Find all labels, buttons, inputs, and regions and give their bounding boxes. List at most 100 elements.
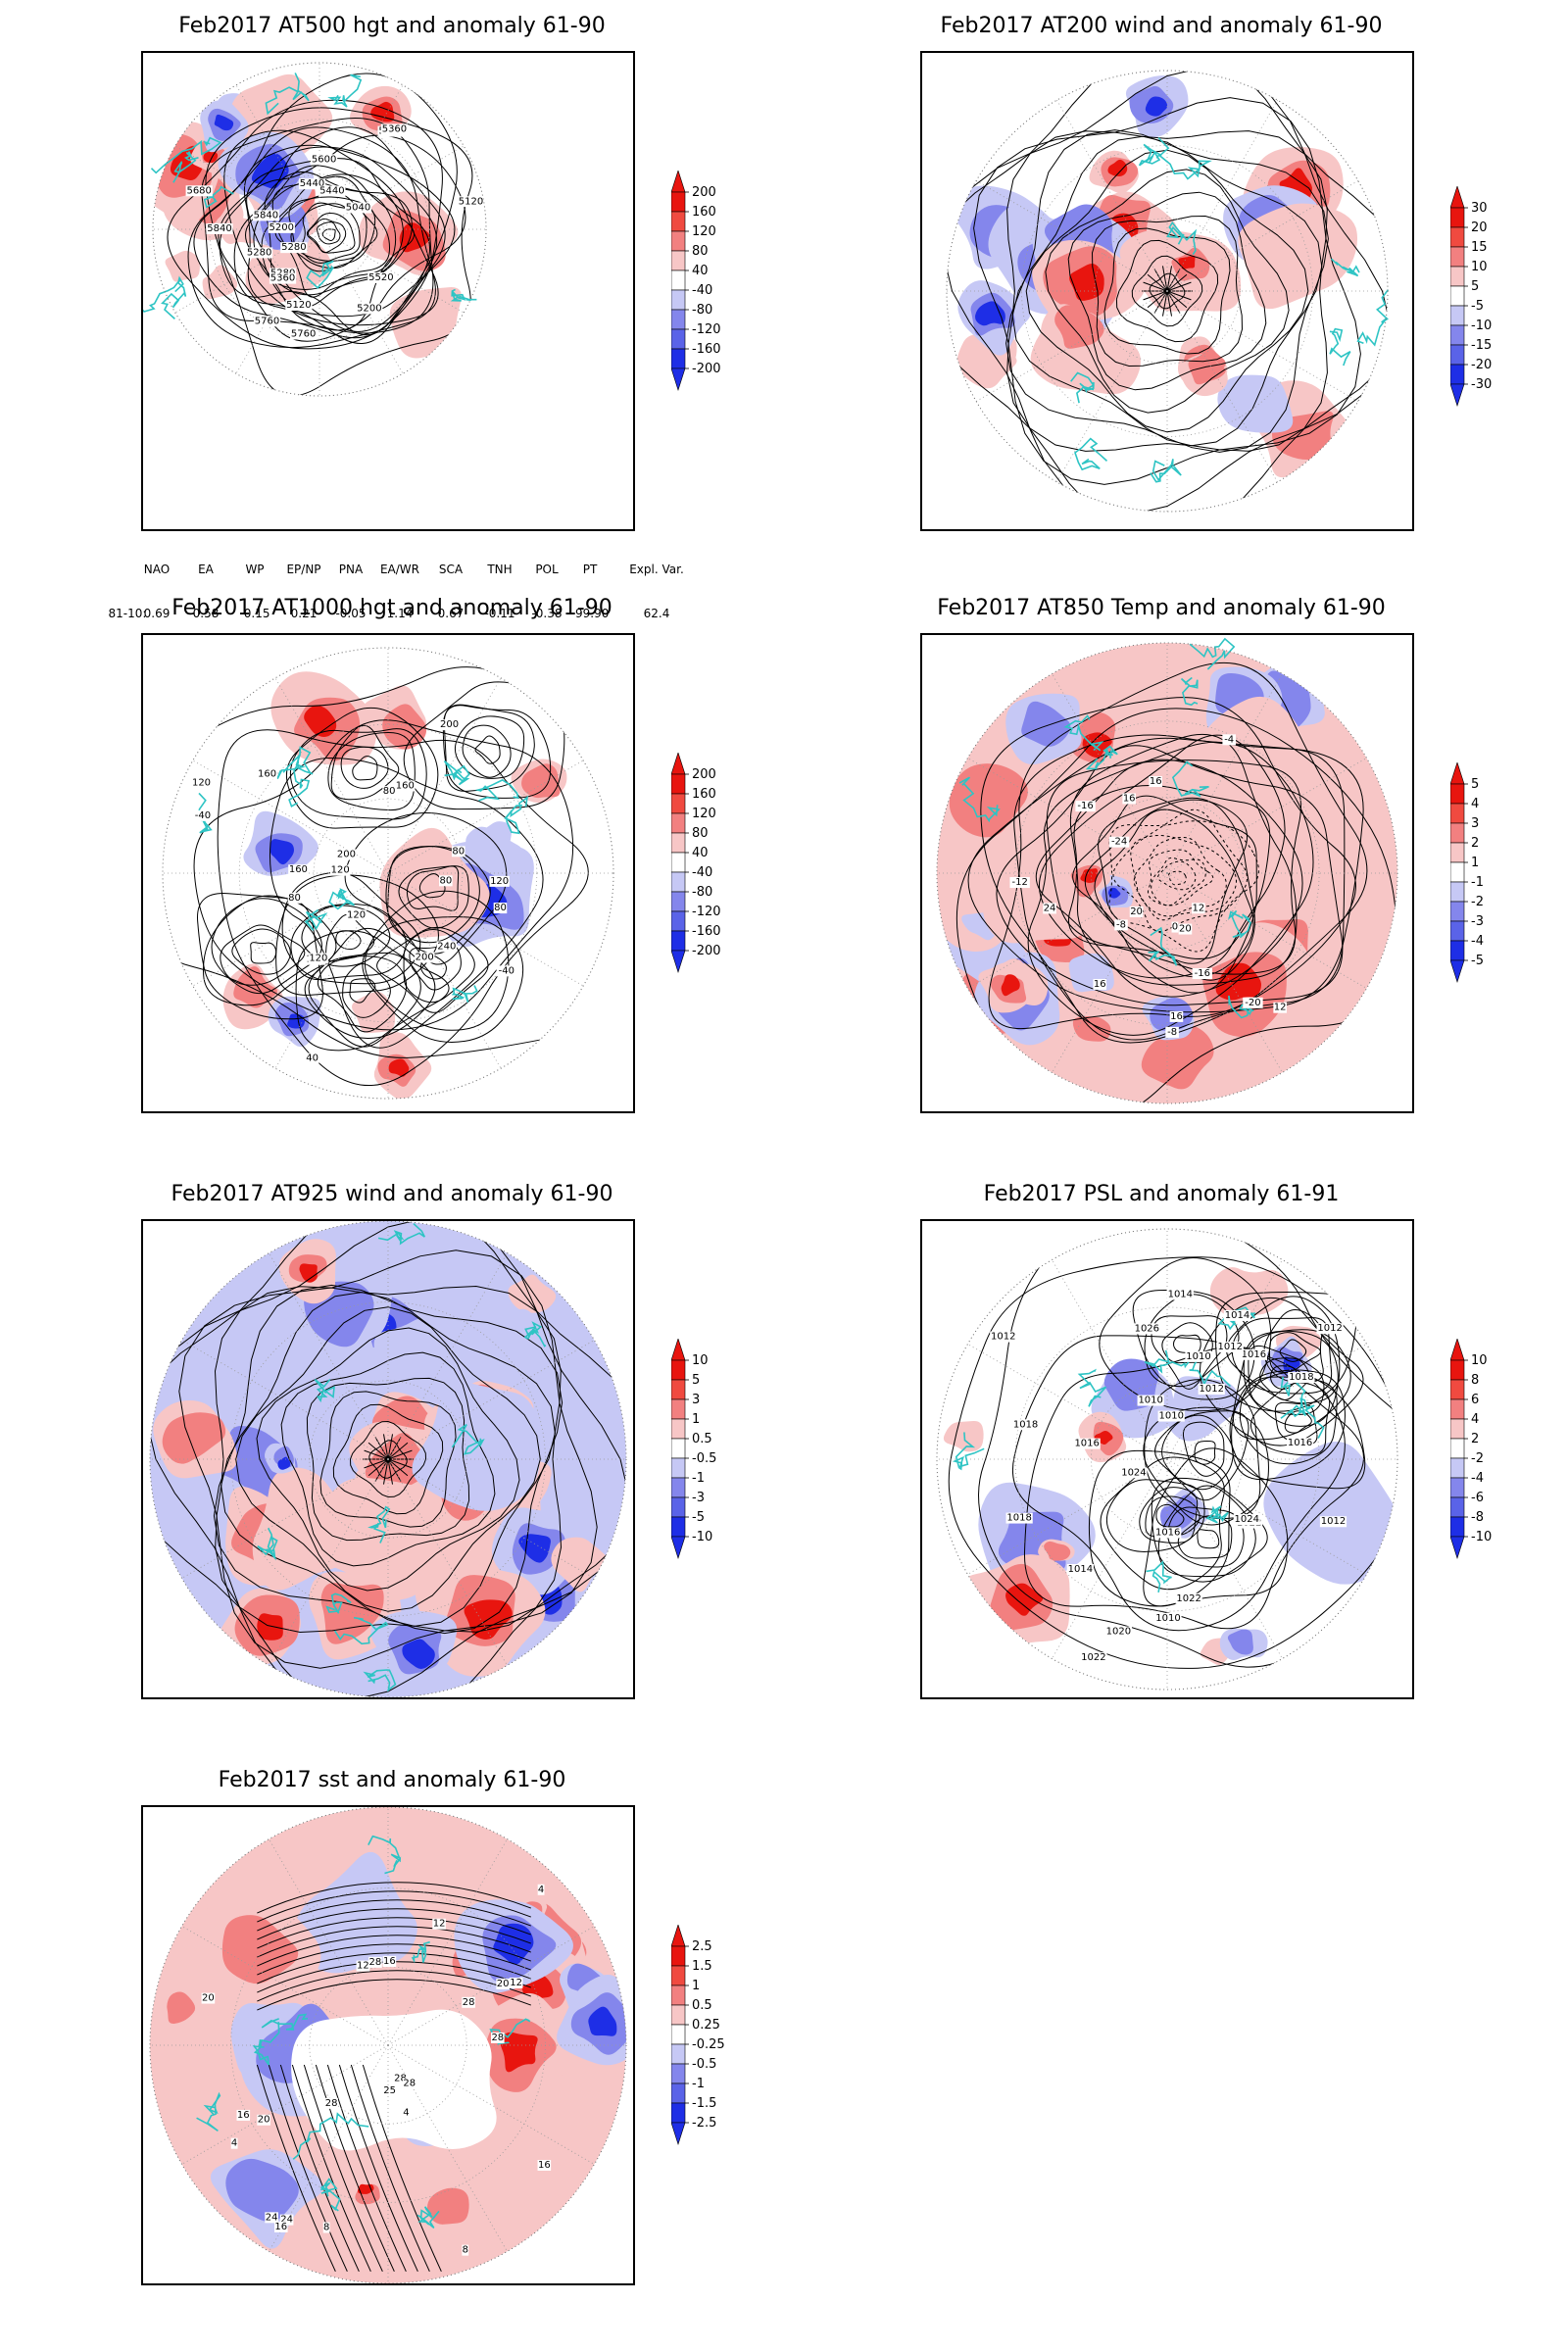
contour-label-bg: [252, 210, 279, 221]
map-sst: 25 28 28 24 24 20 20 16 16 12 12 8 4 4 28 28 20 12 8 4 16 16 2…: [141, 1805, 635, 2285]
coastline: [252, 2022, 280, 2066]
colorbar-segment: [670, 2043, 686, 2065]
positive-anomaly: [1044, 1541, 1071, 1561]
coastline: [172, 151, 199, 183]
contour-line: [1145, 1495, 1200, 1538]
contour-label-bg: [1273, 1002, 1287, 1013]
contour-line: [295, 930, 450, 1052]
colorbar-label: 120: [692, 224, 716, 239]
contour-line: [1284, 1410, 1312, 1434]
colorbar-label: -8: [1471, 1510, 1484, 1525]
contour-line: [1161, 290, 1168, 317]
contour-label: 12: [1192, 903, 1204, 913]
colorbar-segment: [1449, 822, 1465, 844]
positive-anomaly: [1069, 263, 1104, 301]
contour-label: 16: [1170, 1011, 1183, 1022]
contour-line: [398, 865, 469, 929]
contour-label: 1024: [1121, 1467, 1146, 1478]
colorbar-label: 1.5: [692, 1959, 712, 1974]
colorbar-label: 1: [692, 1412, 700, 1427]
colorbar-segment: [1449, 1496, 1465, 1518]
contour-label-bg: [395, 780, 416, 792]
contour-label: 1012: [1200, 1384, 1224, 1395]
latitude-circle: [1094, 218, 1241, 365]
contour-line: [327, 732, 416, 811]
positive-anomaly: [500, 2032, 538, 2073]
contour-line: [362, 2064, 442, 2273]
contour-line: [1274, 1401, 1318, 1446]
contour-label-bg: [1157, 1410, 1185, 1422]
contour-label-bg: [462, 1996, 475, 2008]
colorbar-label: -0.5: [692, 1451, 716, 1466]
contour-label-bg: [257, 768, 277, 780]
contour-label: 40: [306, 1054, 318, 1064]
map-svg: [149, 1221, 627, 1697]
contour-label: 5840: [254, 210, 278, 220]
positive-anomaly: [304, 705, 337, 737]
coastline: [304, 908, 328, 931]
colorbar-svg: 2.5 1.5 1 0.5 0.25 -0.25 -0.5 -1 -1.5 -2.5: [670, 1924, 725, 2145]
colorbar-max-arrow: [670, 1924, 686, 1947]
contour-label-bg: [201, 1992, 216, 2004]
contour-label: 1016: [1242, 1349, 1266, 1360]
contour-line: [1279, 1339, 1307, 1362]
colorbar-label: -2: [1471, 1451, 1484, 1466]
panel-title: Feb2017 sst and anomaly 61-90: [218, 1768, 566, 1792]
contour-line: [1166, 290, 1188, 309]
coastline: [411, 1940, 430, 1964]
colorbar-label: -6: [1471, 1491, 1484, 1505]
coastline: [1150, 459, 1182, 483]
contour-label-bg: [356, 1960, 370, 1972]
contour-label-bg: [1240, 1348, 1268, 1360]
contour-label-bg: [344, 202, 372, 214]
contour-label-bg: [236, 2109, 251, 2121]
contour-label-bg: [1154, 1527, 1182, 1539]
contour-label: 1014: [1225, 1310, 1250, 1321]
negative-anomaly: [473, 821, 513, 858]
contour-label-bg: [289, 328, 318, 340]
positive-anomaly: [379, 827, 490, 938]
contour-label: 1018: [1006, 1513, 1031, 1524]
contour-label: 1016: [1155, 1527, 1180, 1538]
colorbar-label: -2: [1471, 895, 1484, 909]
colorbar-min-arrow: [670, 2122, 686, 2145]
meridian: [1166, 290, 1359, 402]
coastline: [265, 73, 310, 116]
contour-label-bg: [1216, 1341, 1244, 1352]
negative-anomaly: [412, 1381, 541, 1511]
contour-label: 20: [202, 1993, 215, 2004]
tele-header: SCA: [438, 563, 464, 576]
contour-label: 28: [394, 2073, 407, 2083]
meridian: [269, 1458, 389, 1666]
coastline: [319, 2178, 341, 2212]
contour-label-bg: [288, 864, 309, 876]
contour-line: [167, 99, 443, 350]
colorbar-label: 80: [692, 244, 709, 259]
colorbar-label: -1: [692, 2077, 705, 2091]
contour-line: [443, 704, 535, 792]
contour-label-bg: [1165, 1026, 1179, 1038]
colorbar-segment: [670, 852, 686, 873]
coastline: [1085, 745, 1118, 770]
map-svg: 1010101410121016101010181016101410221026…: [936, 1228, 1398, 1690]
contour-label: 120: [192, 777, 211, 788]
coastline: [1146, 1560, 1172, 1593]
contour-label: 5680: [186, 185, 211, 196]
contour-line: [307, 218, 347, 254]
contour-line: [233, 126, 446, 344]
colorbar-label: -15: [1471, 338, 1492, 353]
contour-line: [368, 1458, 389, 1477]
contour-label: 80: [452, 846, 465, 857]
tele-header: PT: [582, 563, 598, 576]
meridian: [387, 1838, 508, 2046]
map-svg: [946, 70, 1390, 513]
colorbar: 200 160 120 80 40 -40 -80 -120 -160 -200: [670, 170, 740, 414]
contour-label: 5280: [247, 247, 271, 258]
contour-line: [1084, 799, 1248, 964]
colorbar-svg: 10 8 6 4 2 -2 -4 -6 -8 -10: [1449, 1338, 1492, 1559]
positive-anomaly: [165, 250, 200, 282]
coastline: [1148, 926, 1178, 966]
contour-label-bg: [230, 2137, 238, 2149]
colorbar-label: 3: [1471, 816, 1479, 831]
contour-line: [304, 927, 436, 1040]
